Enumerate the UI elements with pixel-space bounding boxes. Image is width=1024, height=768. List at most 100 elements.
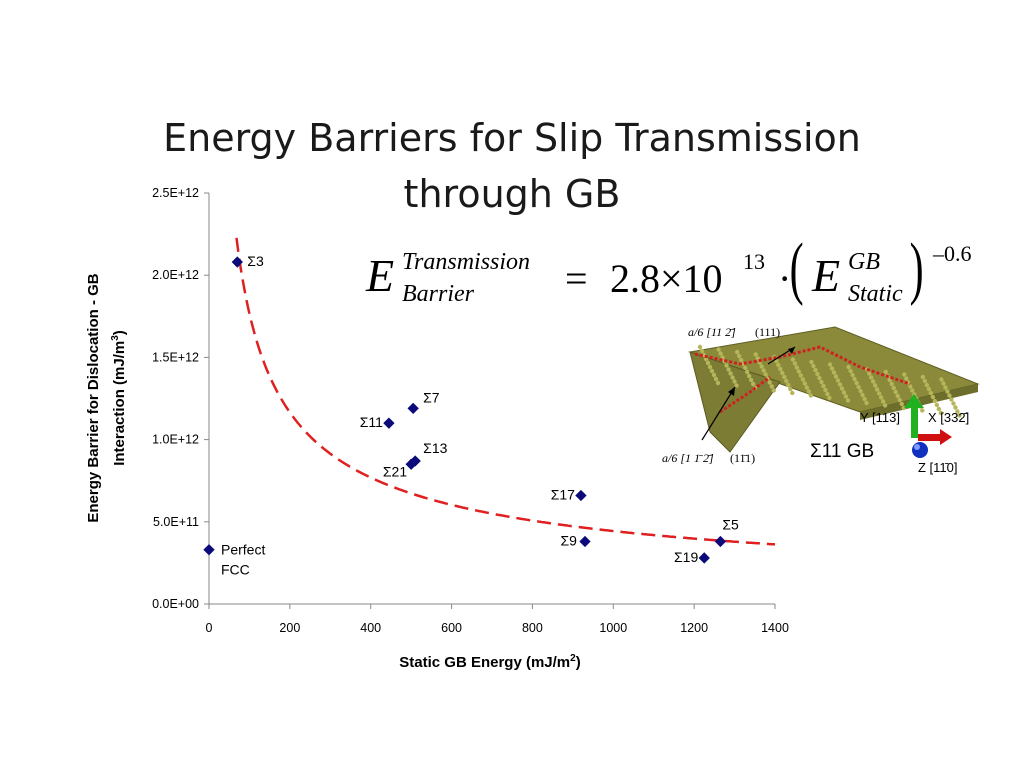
lower-grain-slab <box>689 351 781 453</box>
data-point-label: Σ7 <box>423 389 440 405</box>
z-axis-label: Z [11̄0] <box>918 460 958 475</box>
data-point-label: Σ11 <box>360 414 383 430</box>
atom-dot <box>707 364 713 370</box>
x-tick-label: 800 <box>522 621 543 635</box>
atom-dot <box>724 363 729 368</box>
top-plane-arrowhead <box>788 347 795 354</box>
atom-dot <box>825 391 830 397</box>
atom-dot <box>874 387 880 392</box>
atom-dot <box>823 387 828 393</box>
atom-dot <box>788 386 793 392</box>
x-axis-arrow <box>918 434 942 441</box>
formula-rhs-superscript: GB <box>848 249 880 275</box>
atom-dot <box>835 378 841 383</box>
atom-dot <box>941 381 946 386</box>
atom-dot <box>794 365 800 370</box>
atom-dot <box>949 397 954 402</box>
atom-dot <box>769 384 774 389</box>
atom-dot <box>748 377 754 383</box>
atom-dot <box>790 357 796 362</box>
atom-dot <box>953 405 958 410</box>
atom-dot <box>846 364 851 370</box>
atom-dot <box>870 379 876 384</box>
atom-dot <box>713 376 719 382</box>
formula-lhs-symbol: E <box>366 250 395 301</box>
formula-open-paren: ( <box>789 230 804 307</box>
power-law-fit-line <box>235 237 776 546</box>
atom-dot <box>778 366 783 372</box>
atom-dot <box>753 352 758 357</box>
atom-dot <box>862 396 867 402</box>
atom-dot <box>883 369 888 375</box>
atom-dot <box>827 395 832 401</box>
data-point-label: Σ19 <box>674 549 698 565</box>
data-point-marker <box>405 458 417 470</box>
atom-dot <box>746 373 752 379</box>
atom-dot <box>734 349 740 355</box>
atom-dot <box>796 369 802 374</box>
atom-dot <box>947 393 952 398</box>
atom-dot <box>920 408 925 413</box>
y-axis-label: Y [113] <box>860 410 900 425</box>
atom-dot <box>904 376 909 381</box>
atom-dot <box>759 364 764 369</box>
atom-dot <box>845 398 851 403</box>
atom-dot <box>833 374 839 379</box>
data-point-label: Σ21 <box>383 463 407 479</box>
y-axis-title: Energy Barrier for Dislocation - GB Inte… <box>85 273 128 522</box>
atom-dot <box>943 385 948 390</box>
data-point-label: Perfect <box>221 542 265 558</box>
atom-dot <box>767 380 772 385</box>
slide-title: Energy Barriers for Slip Transmission th… <box>60 110 964 222</box>
formula-power: –0.6 <box>933 241 972 266</box>
atom-dot <box>709 368 715 374</box>
atom-dot <box>776 362 781 368</box>
atom-dot <box>854 380 859 386</box>
atom-dot <box>780 370 785 376</box>
data-point-label: Σ13 <box>423 440 447 456</box>
atom-dot <box>744 369 750 375</box>
atom-dot <box>848 368 853 374</box>
data-point-label: Σ3 <box>247 253 264 269</box>
y-tick-label: 1.0E+12 <box>152 433 199 447</box>
y-tick-label: 5.0E+11 <box>153 515 199 529</box>
atom-dot <box>742 365 748 371</box>
atom-dot <box>817 375 822 381</box>
atom-dot <box>771 388 776 393</box>
x-tick-label: 1400 <box>761 621 789 635</box>
x-tick-label: 0 <box>206 621 213 635</box>
atom-dot <box>955 409 960 414</box>
atom-dot <box>924 382 930 388</box>
atom-dot <box>837 382 843 387</box>
atom-dot <box>910 388 915 393</box>
atom-dot <box>895 393 900 399</box>
formula-coefficient: 2.8×10 <box>610 256 723 301</box>
atom-dot <box>850 372 855 378</box>
atom-dot <box>750 381 756 387</box>
atom-dot <box>811 363 816 369</box>
atom-dot <box>827 362 833 367</box>
atom-dot <box>809 359 814 365</box>
atom-dot <box>804 385 810 390</box>
data-point-marker <box>698 552 710 564</box>
atom-dot <box>730 375 735 380</box>
data-point-label: FCC <box>221 562 250 578</box>
bottom-plane-label: (11̄1) <box>730 451 755 465</box>
atom-dot <box>821 383 826 389</box>
data-point-marker <box>407 402 419 415</box>
atom-dot <box>819 379 824 385</box>
atom-dot <box>897 397 902 403</box>
x-tick-label: 200 <box>279 621 300 635</box>
atom-dot <box>784 378 789 384</box>
sigma11-gb-illustration: a/6 [11 2̄] (111) a/6 [1 1̄ 2̄] (11̄1) Y… <box>662 325 980 475</box>
atom-dot <box>856 384 861 390</box>
atom-dot <box>711 372 717 378</box>
atom-dot <box>841 390 847 395</box>
data-point-label: Σ17 <box>551 486 575 502</box>
atom-dot <box>790 390 795 396</box>
bottom-plane-arrowhead <box>728 387 735 396</box>
bottom-plane-arrow <box>701 386 736 441</box>
atom-dot <box>934 402 940 408</box>
atom-dot <box>705 360 711 366</box>
atom-dot <box>732 379 737 384</box>
